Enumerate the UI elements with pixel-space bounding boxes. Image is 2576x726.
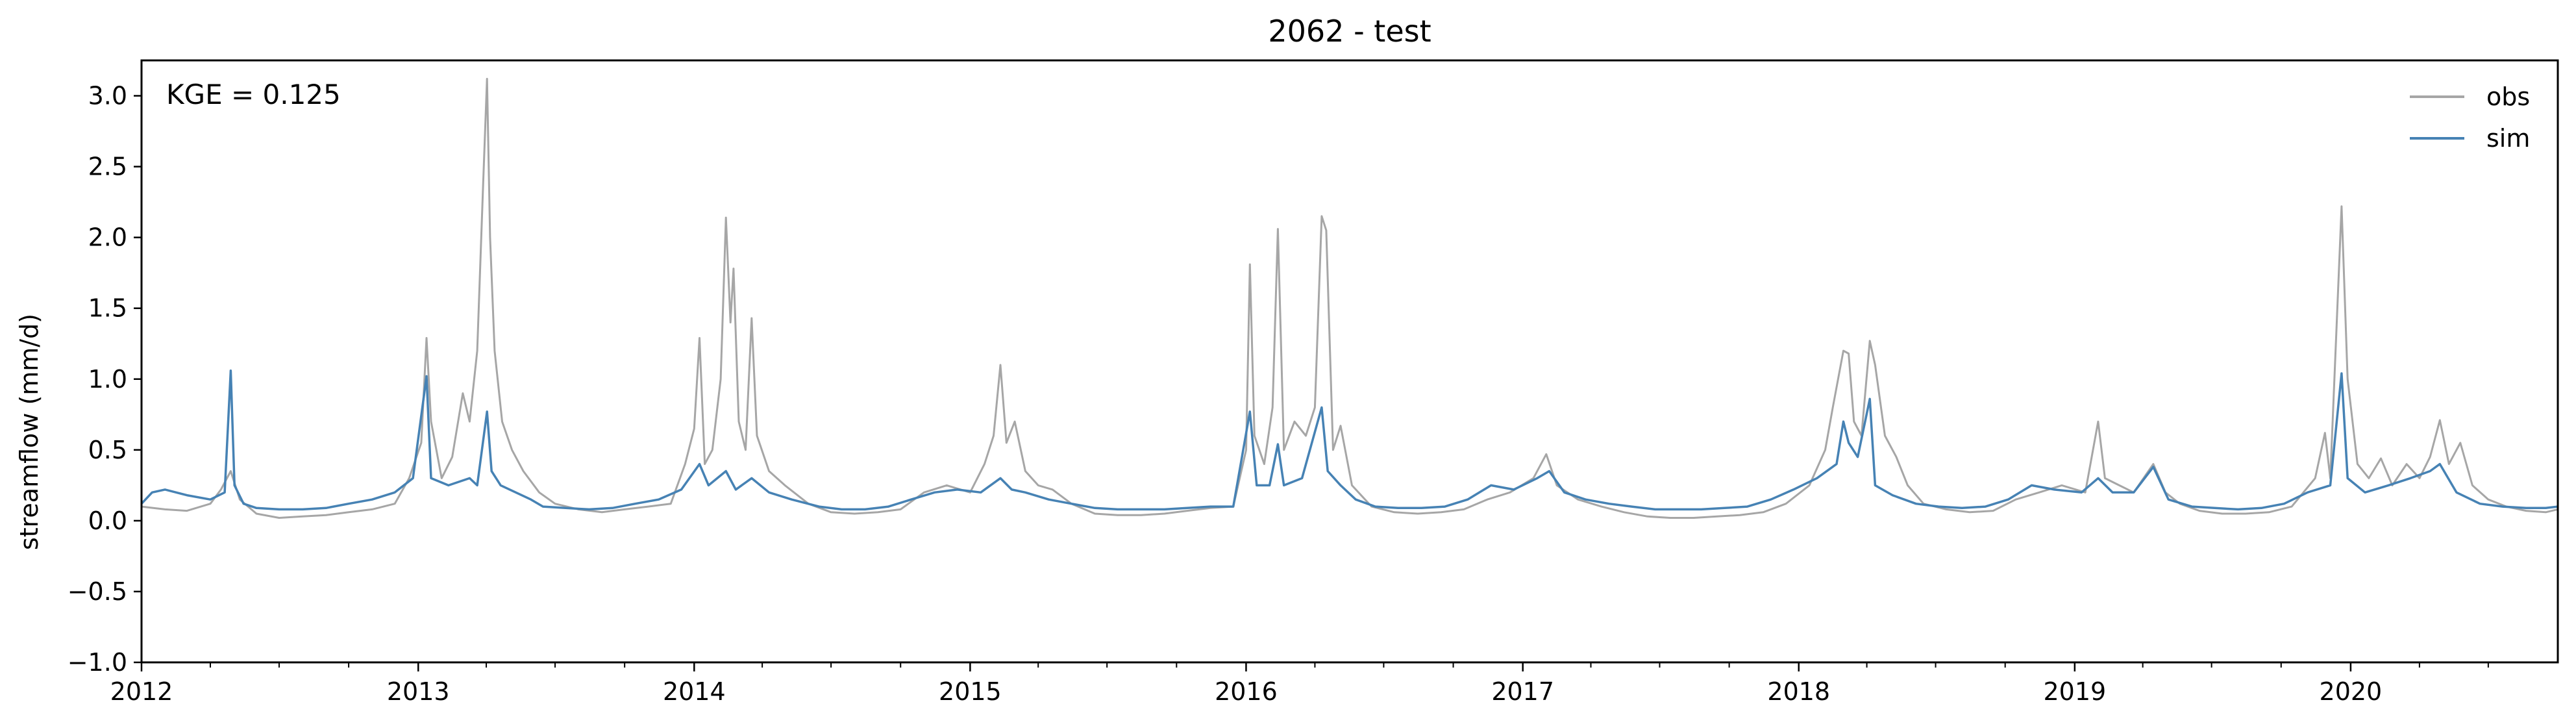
- series-line-sim: [140, 369, 2558, 511]
- y-tick-label: 0.5: [88, 436, 127, 464]
- x-tick-label: 2013: [387, 677, 450, 706]
- series-line-obs: [141, 77, 2558, 519]
- x-tick-label: 2012: [110, 677, 173, 706]
- chart-title: 2062 - test: [1268, 14, 1431, 49]
- legend: obs sim: [2410, 82, 2530, 153]
- y-tick-label: 3.0: [88, 82, 127, 110]
- series-layer: [140, 77, 2558, 519]
- x-tick-label: 2017: [1491, 677, 1554, 706]
- plot-frame: [140, 59, 2559, 664]
- y-tick-label: 0.0: [88, 507, 127, 535]
- x-tick-label: 2018: [1767, 677, 1830, 706]
- plot-area: [140, 59, 2559, 664]
- y-tick-label: 1.5: [88, 294, 127, 323]
- y-tick-label: −0.5: [68, 577, 127, 606]
- x-tick-label: 2014: [663, 677, 726, 706]
- x-tick-label: 2019: [2043, 677, 2106, 706]
- y-tick-label: 2.5: [88, 153, 127, 181]
- y-axis: −1.0 −0.5 0.0 0.5 1.0 1.5 2.0 2.5 3.0: [68, 82, 142, 677]
- y-tick-label: −1.0: [68, 648, 127, 677]
- y-tick-label: 1.0: [88, 365, 127, 394]
- x-tick-label: 2016: [1215, 677, 1278, 706]
- legend-label-obs: obs: [2486, 82, 2530, 111]
- x-tick-label: 2015: [939, 677, 1002, 706]
- x-axis: 2012 2013 2014 2015 2016 2017 2018 2019 2020: [110, 662, 2489, 706]
- legend-label-sim: sim: [2486, 124, 2530, 153]
- kge-annotation: KGE = 0.125: [166, 79, 341, 110]
- y-tick-label: 2.0: [88, 223, 127, 252]
- y-axis-label: streamflow (mm/d): [15, 314, 43, 550]
- x-tick-label: 2020: [2320, 677, 2383, 706]
